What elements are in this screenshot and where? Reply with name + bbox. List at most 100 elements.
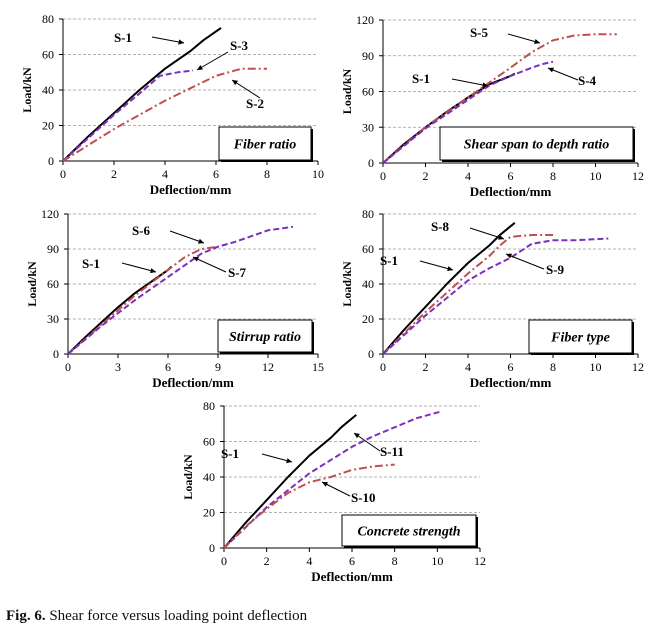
- x-tick-label: 15: [312, 360, 324, 374]
- series-line-s-11: [223, 410, 442, 549]
- panel-label-box: [217, 319, 313, 353]
- series-line-s-1: [223, 414, 357, 549]
- x-tick-label: 4: [465, 360, 471, 374]
- x-tick-label: 2: [423, 169, 429, 183]
- series-line-s-10: [223, 463, 395, 549]
- callout-arrow-line: [419, 260, 454, 271]
- y-tick-label: 60: [47, 277, 59, 291]
- callout-arrowhead: [197, 65, 203, 70]
- series-label-s-6: S-6: [132, 223, 151, 238]
- y-tick-label: 0: [368, 156, 374, 170]
- y-axis-title: Load/kN: [340, 68, 354, 114]
- y-tick-label: 20: [42, 119, 54, 133]
- callout-arrow-line: [231, 79, 261, 99]
- panel-label: Fiber ratio: [233, 138, 297, 153]
- y-tick-label: 0: [209, 541, 215, 555]
- panel-label: Fiber type: [550, 331, 610, 346]
- panel-label-box: [439, 126, 634, 161]
- y-axis-title: Load/kN: [25, 261, 39, 307]
- y-tick-label: 0: [53, 347, 59, 361]
- x-tick-label: 10: [590, 360, 602, 374]
- x-tick-label: 6: [165, 360, 171, 374]
- y-tick-label: 60: [362, 242, 374, 256]
- y-tick-label: 60: [42, 48, 54, 62]
- callout-arrowhead: [354, 433, 360, 439]
- x-tick-label: 0: [65, 360, 71, 374]
- x-tick-label: 8: [550, 169, 556, 183]
- x-tick-label: 8: [264, 167, 270, 181]
- x-axis-title: Deflection/mm: [152, 375, 234, 390]
- x-axis-title: Deflection/mm: [470, 375, 552, 390]
- y-tick-label: 90: [47, 242, 59, 256]
- x-tick-label: 12: [262, 360, 274, 374]
- callout-arrow-line: [192, 256, 227, 273]
- x-tick-label: 8: [392, 554, 398, 568]
- callout-arrowhead: [534, 39, 540, 44]
- x-tick-label: 8: [550, 360, 556, 374]
- x-tick-label: 2: [423, 360, 429, 374]
- series-line-s-7: [67, 225, 294, 355]
- callout-arrowhead: [506, 253, 512, 259]
- x-tick-label: 4: [465, 169, 471, 183]
- panel-label: Stirrup ratio: [229, 330, 301, 345]
- x-axis-title: Deflection/mm: [470, 184, 552, 199]
- y-axis-title: Load/kN: [340, 261, 354, 307]
- y-tick-label: 60: [203, 435, 215, 449]
- caption-label: Fig. 6.: [6, 608, 46, 624]
- series-label-s-1: S-1: [82, 256, 100, 271]
- series-line-s-2: [62, 67, 267, 162]
- x-tick-label: 0: [221, 554, 227, 568]
- x-tick-label: 2: [111, 167, 117, 181]
- y-tick-label: 90: [362, 49, 374, 63]
- series-label-s-1: S-1: [412, 71, 430, 86]
- x-tick-label: 10: [431, 554, 443, 568]
- chart-panel-4: 0 2 4 6 8 10 12 0 20 40 60 80 Deflection/mm Load/kN S-…: [340, 207, 644, 390]
- callout-arrow-line: [451, 78, 489, 87]
- callout-arrowhead: [447, 266, 453, 272]
- y-tick-label: 40: [203, 470, 215, 484]
- callout-arrowhead: [193, 256, 199, 262]
- x-tick-label: 3: [115, 360, 121, 374]
- x-axis-title: Deflection/mm: [311, 569, 393, 584]
- callout-arrowhead: [286, 458, 292, 464]
- series-label-s-5: S-5: [470, 25, 489, 40]
- series-line-s-1: [67, 265, 173, 355]
- y-tick-label: 80: [42, 12, 54, 26]
- x-tick-label: 10: [590, 169, 602, 183]
- callout-arrowhead: [150, 268, 156, 274]
- y-tick-label: 0: [48, 154, 54, 168]
- x-tick-label: 6: [508, 360, 514, 374]
- x-tick-label: 6: [213, 167, 219, 181]
- panel-label-box: [218, 126, 312, 161]
- callout-arrow-line: [151, 36, 185, 44]
- y-tick-label: 40: [362, 277, 374, 291]
- series-label-s-10: S-10: [351, 490, 376, 505]
- panel-label-box: [528, 319, 633, 354]
- caption-text: Shear force versus loading point deflect…: [45, 608, 308, 624]
- callout-arrow-line: [505, 253, 545, 270]
- callout-arrowhead: [178, 39, 184, 45]
- x-tick-label: 4: [162, 167, 168, 181]
- x-tick-label: 12: [474, 554, 486, 568]
- callout-arrowhead: [548, 67, 554, 73]
- y-tick-label: 30: [47, 312, 59, 326]
- y-tick-label: 120: [41, 207, 59, 221]
- callout-arrowhead: [482, 82, 488, 88]
- x-tick-label: 12: [632, 360, 644, 374]
- callout-arrow-line: [469, 227, 505, 240]
- series-line-s-6: [67, 245, 219, 355]
- callout-arrowhead: [198, 238, 204, 244]
- series-label-s-1: S-1: [114, 30, 132, 45]
- chart-panel-2: 0 2 4 6 8 10 120306090120Deflection/mmLoad/kNS…: [340, 13, 644, 199]
- callout-arrowhead: [498, 234, 504, 240]
- x-tick-label: 0: [380, 169, 386, 183]
- y-tick-label: 0: [368, 347, 374, 361]
- y-tick-label: 30: [362, 120, 374, 134]
- x-tick-label: 2: [264, 554, 270, 568]
- y-tick-label: 40: [42, 83, 54, 97]
- x-tick-label: 4: [306, 554, 312, 568]
- series-label-s-1: S-1: [221, 446, 239, 461]
- x-tick-label: 6: [508, 169, 514, 183]
- series-line-s-5: [382, 33, 617, 164]
